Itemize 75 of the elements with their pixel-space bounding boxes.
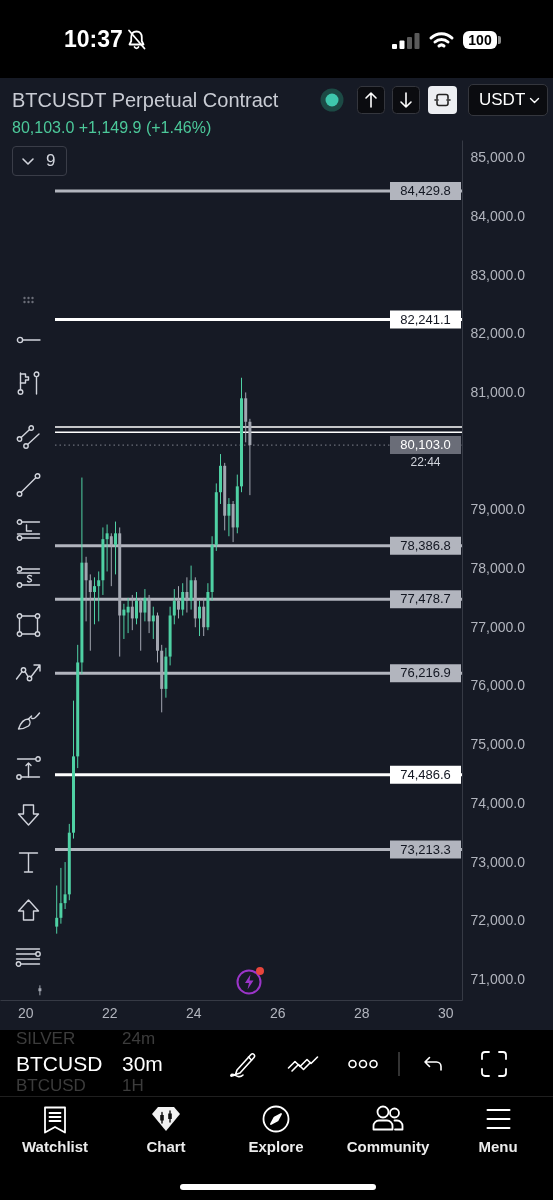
ref-line-label: 82,241.1 [400,311,451,327]
candlestick [189,565,193,611]
x-tick-label: 26 [269,1004,286,1021]
y-tick-label: 71,000.0 [470,970,526,987]
text: 10:37 [64,26,123,54]
text: 30m [122,1051,163,1077]
y-tick-label: 72,000.0 [470,912,526,929]
candlestick [38,984,42,996]
candlestick [177,585,180,619]
y-tick-label: 76,000.0 [470,677,526,694]
ref-line-label: 73,213.3 [400,841,451,857]
x-tick-label: 28 [353,1004,370,1021]
candlestick [59,867,63,925]
candlestick [135,591,138,625]
y-tick-label: 75,000.0 [470,736,526,753]
candlestick [97,570,101,622]
candlestick [248,418,252,496]
candlestick [172,588,176,625]
x-tick-label: 22 [101,1004,118,1021]
candlestick [63,861,67,910]
chart-subtitle: 80,103.0 +1,149.9 (+1.46%) [12,118,212,138]
y-tick-label: 85,000.0 [470,149,526,166]
y-tick-label: 77,000.0 [470,618,526,635]
text: 1H [122,1075,144,1097]
candlestick [147,594,151,634]
candlestick [109,532,113,587]
dropdown: USDT [468,84,548,116]
ref-line-label: 76,216.9 [400,665,451,681]
candlestick [185,576,189,614]
dropdown: 9 [12,146,67,176]
text: BTCUSD [16,1075,86,1097]
annotation: 9 [46,150,56,172]
text: 24m [122,1028,156,1050]
y-tick-label: 84,000.0 [470,207,526,224]
candlestick [93,576,96,625]
y-tick-label: 73,000.0 [470,853,526,870]
ref-line-label: 74,486.6 [400,766,451,782]
candlestick [105,524,109,572]
candlestick [181,582,185,616]
y-tick-label: 79,000.0 [470,501,526,518]
candlestick [130,594,134,631]
candlestick [231,500,235,543]
text: Community [346,1138,430,1156]
chart-title: BTCUSDT Perpetual Contract [12,88,279,112]
x-tick-label: 30 [437,1004,454,1021]
candlestick [244,391,248,443]
ref-line-label: 80,103.0 [400,437,451,453]
y-tick-label: 81,000.0 [470,383,526,400]
candlestick [88,573,92,652]
y-tick-label: 74,000.0 [470,794,526,811]
text: Menu [478,1138,518,1156]
y-tick-label: 83,000.0 [470,266,526,283]
ref-line-label: 84,429.8 [400,183,451,199]
candlestick [198,600,201,637]
text: BTCUSD [16,1051,103,1077]
candlestick [84,556,88,622]
candlestick [139,597,143,652]
candlestick [202,597,206,637]
candlestick [126,597,130,634]
ref-line-label: 77,478.7 [400,591,451,607]
text: Explore [248,1138,304,1156]
text: Watchlist [21,1138,89,1156]
x-tick-label: 20 [17,1004,34,1021]
x-tick-label: 24 [185,1004,202,1021]
candlestick [114,521,117,575]
y-tick-label: 78,000.0 [470,560,526,577]
ref-line-label: 78,386.8 [400,537,451,553]
y-tick-label: 82,000.0 [470,325,526,342]
candlestick [55,885,59,935]
candlestick [143,588,147,622]
text: SILVER [16,1028,76,1050]
candlestick [151,606,155,640]
candlestick [227,497,231,537]
annotation: 22:44 [410,455,441,470]
text: Chart [146,1138,186,1156]
